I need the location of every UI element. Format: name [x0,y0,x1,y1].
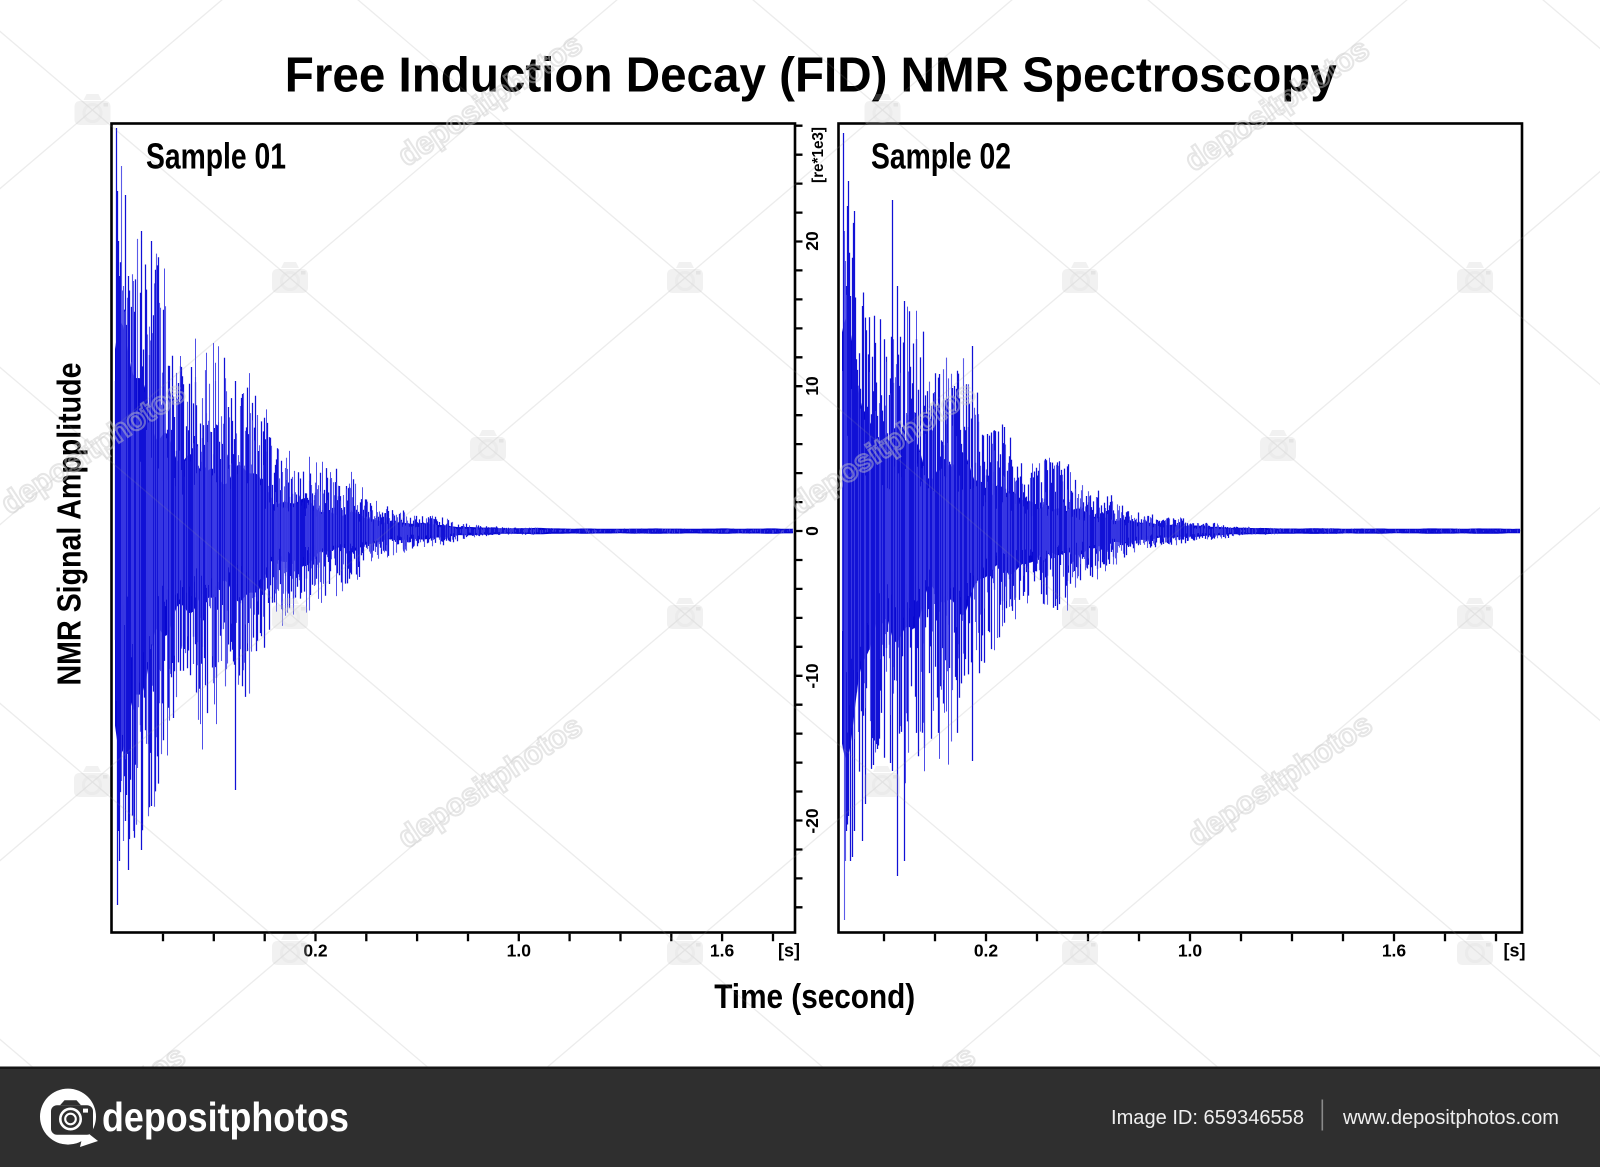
svg-text:Image ID: 659346558: Image ID: 659346558 [1111,1106,1304,1129]
svg-text:0.2: 0.2 [303,941,328,961]
svg-text:Sample 02: Sample 02 [871,136,1011,177]
svg-text:www.depositphotos.com: www.depositphotos.com [1342,1106,1559,1129]
svg-text:depositphotos: depositphotos [1181,706,1378,853]
svg-text:NMR Signal Ampplitude: NMR Signal Ampplitude [51,363,88,686]
svg-text:depositphotos: depositphotos [391,708,588,855]
svg-text:1.6: 1.6 [1382,941,1407,961]
svg-text:Time (second): Time (second) [714,978,915,1016]
svg-text:20: 20 [802,231,822,251]
svg-text:1.6: 1.6 [710,941,735,961]
svg-text:-20: -20 [802,808,822,834]
svg-text:Sample 01: Sample 01 [146,136,286,177]
svg-text:Free Induction Decay (FID) NMR: Free Induction Decay (FID) NMR Spectrosc… [285,49,1337,103]
svg-text:1.0: 1.0 [1178,941,1203,961]
svg-text:0: 0 [802,526,822,536]
svg-text:-10: -10 [802,663,822,689]
svg-text:[s]: [s] [778,941,800,961]
svg-text:1.0: 1.0 [507,941,532,961]
svg-text:[re*1e3]: [re*1e3] [810,127,827,183]
svg-text:10: 10 [802,376,822,396]
svg-text:[s]: [s] [1504,941,1526,961]
svg-text:depositphotos: depositphotos [102,1094,349,1140]
svg-text:0.2: 0.2 [974,941,999,961]
